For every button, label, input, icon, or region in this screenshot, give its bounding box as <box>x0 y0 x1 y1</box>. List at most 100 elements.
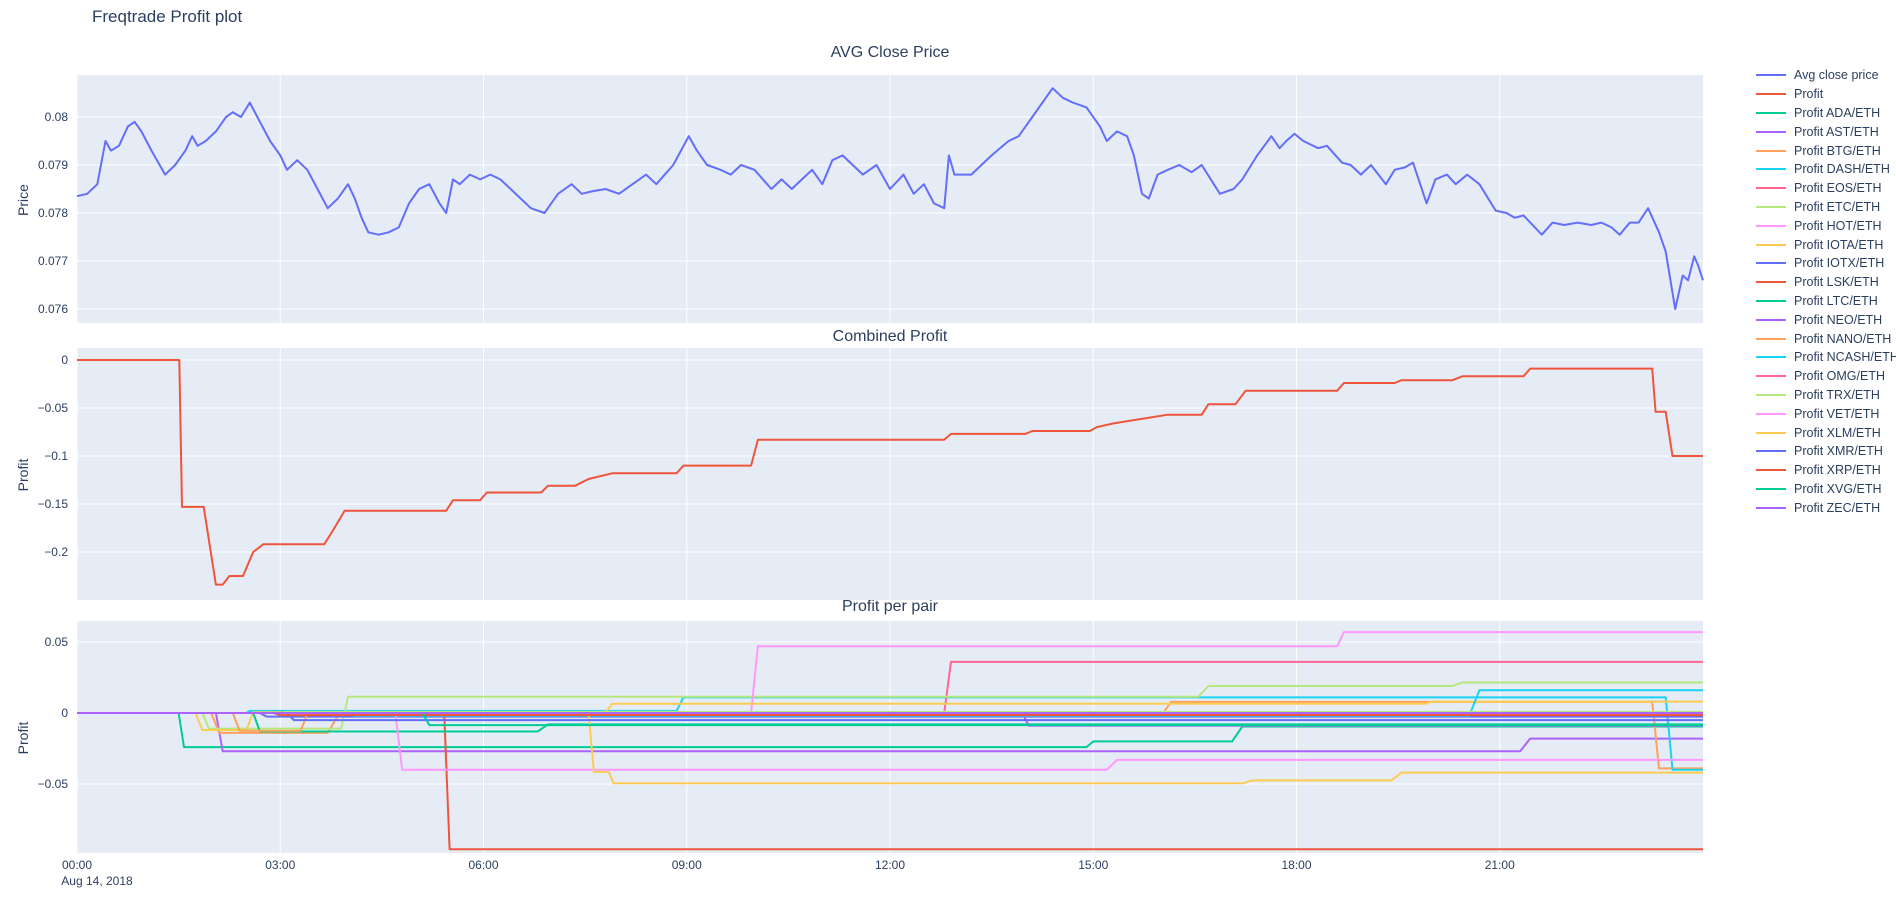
x-axis-date-label: Aug 14, 2018 <box>61 874 133 888</box>
legend-item-profit-omg-eth[interactable]: Profit OMG/ETH <box>1756 367 1896 386</box>
legend-line-swatch <box>1756 469 1786 472</box>
legend-label: Profit LTC/ETH <box>1794 293 1878 308</box>
legend-item-profit-xlm-eth[interactable]: Profit XLM/ETH <box>1756 423 1896 442</box>
legend-item-profit-ada-eth[interactable]: Profit ADA/ETH <box>1756 104 1896 123</box>
legend-item-profit-nano-eth[interactable]: Profit NANO/ETH <box>1756 329 1896 348</box>
x-tick-label: 09:00 <box>671 858 702 872</box>
legend-label: Profit TRX/ETH <box>1794 387 1880 402</box>
legend-label: Profit IOTA/ETH <box>1794 237 1884 252</box>
legend-line-swatch <box>1756 431 1786 434</box>
legend-item-profit-trx-eth[interactable]: Profit TRX/ETH <box>1756 386 1896 405</box>
plot-area-combined-profit[interactable] <box>76 348 1703 600</box>
y-tick-label: −0.05 <box>37 401 68 415</box>
legend-label: Profit XVG/ETH <box>1794 481 1882 496</box>
legend-label: Profit BTG/ETH <box>1794 143 1881 158</box>
legend-item-profit-vet-eth[interactable]: Profit VET/ETH <box>1756 404 1896 423</box>
subplot-title-combined-profit: Combined Profit <box>832 328 948 345</box>
legend-label: Profit HOT/ETH <box>1794 218 1882 233</box>
legend-label: Profit NEO/ETH <box>1794 312 1883 327</box>
y-tick-label: 0.076 <box>37 302 68 317</box>
legend-label: Profit OMG/ETH <box>1794 369 1885 384</box>
y-tick-label: −0.2 <box>44 545 68 559</box>
legend-line-swatch <box>1756 281 1786 284</box>
legend-item-profit-eos-eth[interactable]: Profit EOS/ETH <box>1756 179 1896 198</box>
legend-line-swatch <box>1756 205 1786 208</box>
legend-label: Profit ETC/ETH <box>1794 199 1881 214</box>
legend-line-swatch <box>1756 375 1786 378</box>
legend-line-swatch <box>1756 299 1786 302</box>
legend-item-profit-dash-eth[interactable]: Profit DASH/ETH <box>1756 160 1896 179</box>
legend-label: Profit XLM/ETH <box>1794 425 1881 440</box>
series-line-avg-close-price <box>76 87 1704 311</box>
legend-label: Profit AST/ETH <box>1794 124 1879 139</box>
x-tick-label: 00:00 <box>61 858 93 872</box>
legend-label: Profit IOTX/ETH <box>1794 256 1885 271</box>
figure-title: Freqtrade Profit plot <box>92 7 243 26</box>
legend-label: Profit XMR/ETH <box>1794 444 1883 459</box>
legend-line-swatch <box>1756 224 1786 227</box>
legend-item-profit-hot-eth[interactable]: Profit HOT/ETH <box>1756 216 1896 235</box>
legend-label: Profit <box>1794 87 1824 102</box>
y-tick-label: 0.078 <box>37 206 68 221</box>
legend-line-swatch <box>1756 168 1786 171</box>
y-tick-label: 0.077 <box>37 254 68 269</box>
legend-line-swatch <box>1756 318 1786 321</box>
legend-item-profit-ltc-eth[interactable]: Profit LTC/ETH <box>1756 292 1896 311</box>
plot-area-profit-per-pair[interactable] <box>76 621 1703 853</box>
legend-item-profit-iota-eth[interactable]: Profit IOTA/ETH <box>1756 235 1896 254</box>
legend-item-profit[interactable]: Profit <box>1756 85 1896 104</box>
legend-item-profit-etc-eth[interactable]: Profit ETC/ETH <box>1756 198 1896 217</box>
legend-item-profit-xrp-eth[interactable]: Profit XRP/ETH <box>1756 461 1896 480</box>
legend-label: Profit DASH/ETH <box>1794 162 1890 177</box>
legend-line-swatch <box>1756 487 1786 490</box>
legend-line-swatch <box>1756 243 1786 246</box>
y-tick-label: −0.05 <box>37 776 68 791</box>
legend-label: Profit VET/ETH <box>1794 406 1880 421</box>
y-tick-label: −0.15 <box>37 497 68 511</box>
y-tick-label: 0.08 <box>44 110 68 124</box>
legend-item-profit-ncash-eth[interactable]: Profit NCASH/ETH <box>1756 348 1896 367</box>
legend-label: Profit NCASH/ETH <box>1794 350 1896 365</box>
legend: Avg close price Profit Profit ADA/ETH Profi… <box>1756 66 1896 517</box>
series-line-profit-ada-eth <box>77 712 1703 749</box>
legend-line-swatch <box>1756 93 1786 96</box>
legend-line-swatch <box>1756 262 1786 265</box>
legend-item-profit-iotx-eth[interactable]: Profit IOTX/ETH <box>1756 254 1896 273</box>
legend-item-profit-neo-eth[interactable]: Profit NEO/ETH <box>1756 310 1896 329</box>
subplot-title-avg-close-price: AVG Close Price <box>830 44 950 61</box>
legend-item-profit-btg-eth[interactable]: Profit BTG/ETH <box>1756 141 1896 160</box>
plot-area-avg-close-price[interactable] <box>76 75 1704 323</box>
legend-item-profit-zec-eth[interactable]: Profit ZEC/ETH <box>1756 498 1896 517</box>
legend-label: Avg close price <box>1794 68 1879 83</box>
y-axis-title-price: Price <box>15 184 31 216</box>
series-line-profit-xlm-eth <box>77 712 1703 785</box>
legend-label: Profit ZEC/ETH <box>1794 500 1881 515</box>
x-tick-label: 12:00 <box>874 858 906 872</box>
x-tick-label: 21:00 <box>1484 858 1515 872</box>
legend-label: Profit EOS/ETH <box>1794 181 1882 196</box>
legend-item-profit-lsk-eth[interactable]: Profit LSK/ETH <box>1756 273 1896 292</box>
legend-label: Profit XRP/ETH <box>1794 463 1881 478</box>
y-tick-label: −0.1 <box>44 449 68 463</box>
legend-line-swatch <box>1756 393 1786 396</box>
legend-line-swatch <box>1756 450 1786 453</box>
legend-line-swatch <box>1756 337 1786 340</box>
x-tick-label: 06:00 <box>468 858 499 872</box>
x-tick-label: 03:00 <box>265 858 296 872</box>
legend-item-profit-ast-eth[interactable]: Profit AST/ETH <box>1756 122 1896 141</box>
legend-line-swatch <box>1756 506 1786 509</box>
x-tick-label: 18:00 <box>1281 858 1312 872</box>
legend-item-avg-close-price[interactable]: Avg close price <box>1756 66 1896 85</box>
legend-label: Profit NANO/ETH <box>1794 331 1892 346</box>
legend-item-profit-xmr-eth[interactable]: Profit XMR/ETH <box>1756 442 1896 461</box>
y-tick-label: 0.079 <box>37 158 68 173</box>
legend-line-swatch <box>1756 130 1786 133</box>
legend-item-profit-xvg-eth[interactable]: Profit XVG/ETH <box>1756 480 1896 499</box>
subplot-title-profit-per-pair: Profit per pair <box>841 598 939 615</box>
legend-line-swatch <box>1756 187 1786 190</box>
series-line-profit <box>77 359 1703 586</box>
legend-label: Profit LSK/ETH <box>1794 275 1879 290</box>
legend-label: Profit ADA/ETH <box>1794 105 1881 120</box>
legend-line-swatch <box>1756 111 1786 114</box>
